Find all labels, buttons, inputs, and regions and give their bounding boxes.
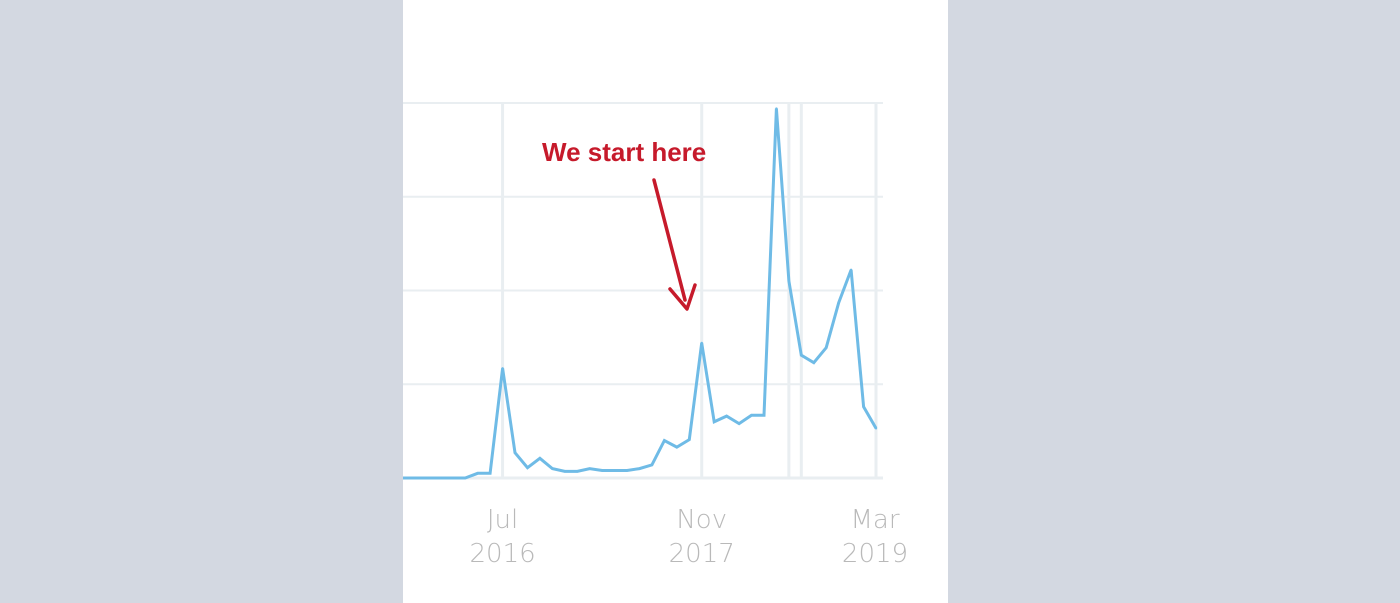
data-point-2018-11 <box>849 268 853 272</box>
data-point-2016-09 <box>526 466 529 469</box>
data-point-2018-08 <box>812 361 815 364</box>
horizontal-gridlines <box>403 102 883 480</box>
data-point-2016-02 <box>439 476 442 480</box>
data-point-2017-03 <box>600 469 604 472</box>
data-point-2016-08 <box>513 451 517 454</box>
annotation-arrow <box>652 178 687 302</box>
data-point-2018-01 <box>725 414 728 418</box>
data-point-2017-09 <box>675 445 679 449</box>
x-tick-year-2016: 2016 <box>469 539 535 569</box>
data-point-2019-01 <box>874 427 878 430</box>
data-point-2016-11 <box>551 467 554 470</box>
data-point-2017-10 <box>688 438 691 441</box>
data-point-2018-09 <box>825 346 828 349</box>
data-point-2017-04 <box>613 469 616 472</box>
data-point-2018-06 <box>787 279 791 283</box>
data-point-2015-12 <box>414 476 417 480</box>
data-point-2016-04 <box>464 476 467 480</box>
data-point-2016-07 <box>501 367 504 370</box>
vertical-rules <box>501 103 878 478</box>
data-point-2018-10 <box>837 301 840 304</box>
data-point-2018-05 <box>775 107 778 110</box>
x-tick-month-nov: Nov <box>676 505 727 535</box>
annotation-arrowhead <box>668 283 697 311</box>
x-tick-year-2019: 2019 <box>842 539 908 569</box>
data-point-2016-05 <box>476 472 479 475</box>
chart-panel: Jul 2016 Nov 2017 Mar 2019 We start here <box>403 0 948 603</box>
data-point-2016-03 <box>451 476 454 480</box>
data-point-2017-02 <box>588 467 591 470</box>
data-point-2016-12 <box>563 470 567 473</box>
annotation-group: We start here <box>542 137 706 311</box>
data-point-2018-03 <box>750 413 753 417</box>
data-point-2015-11 <box>403 476 405 480</box>
data-point-2017-07 <box>650 463 654 467</box>
data-point-2017-06 <box>638 467 641 470</box>
data-point-2016-01 <box>426 476 430 480</box>
annotation-label: We start here <box>542 137 706 167</box>
x-tick-month-mar: Mar <box>850 505 899 535</box>
data-point-2017-12 <box>712 420 716 423</box>
series-group <box>403 107 878 480</box>
x-tick-labels: Jul 2016 Nov 2017 Mar 2019 <box>469 505 908 569</box>
data-point-2017-01 <box>576 470 579 473</box>
data-point-2018-04 <box>762 413 766 417</box>
data-point-2017-11 <box>700 341 703 345</box>
line-chart: Jul 2016 Nov 2017 Mar 2019 We start here <box>403 102 908 569</box>
data-point-2018-02 <box>737 422 741 425</box>
data-point-2017-08 <box>663 439 666 442</box>
data-point-2017-05 <box>625 469 629 472</box>
data-point-2016-06 <box>488 472 492 475</box>
data-point-2016-10 <box>538 457 542 460</box>
x-tick-year-2017: 2017 <box>669 539 735 569</box>
x-tick-month-jul: Jul <box>487 505 518 535</box>
data-point-2018-12 <box>862 405 865 408</box>
data-point-2018-07 <box>800 353 803 357</box>
